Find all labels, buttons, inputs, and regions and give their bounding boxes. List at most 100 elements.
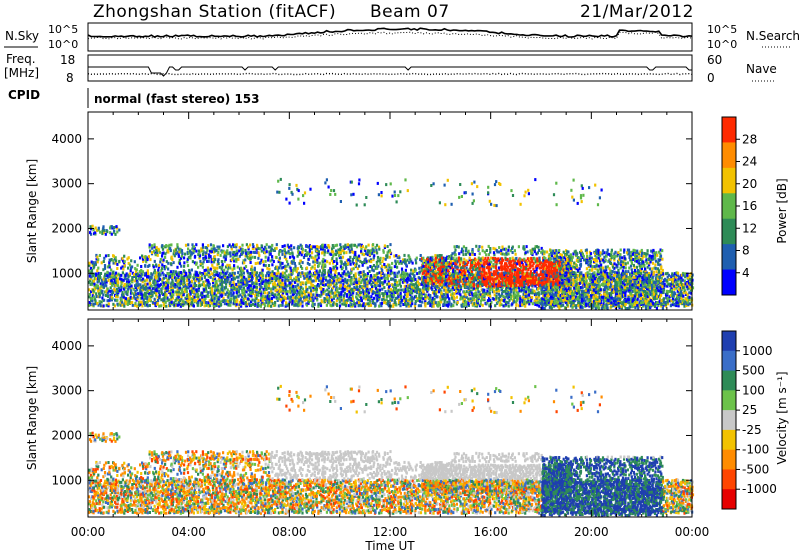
power-echo-cell xyxy=(164,256,166,259)
power-echo-cell xyxy=(668,274,670,277)
power-echo-cell xyxy=(202,243,204,246)
power-echo-cell xyxy=(226,249,228,252)
power-echo-cell xyxy=(415,295,417,298)
power-echo-cell xyxy=(234,277,236,280)
power-echo-cell xyxy=(531,296,533,299)
power-echo-cell xyxy=(302,288,304,291)
power-echo-cell xyxy=(308,294,310,297)
power-echo-cell xyxy=(149,258,151,261)
power-echo-cell xyxy=(263,302,265,305)
power-echo-cell xyxy=(347,243,349,246)
power-echo-cell xyxy=(140,301,142,304)
power-echo-cell xyxy=(342,279,344,282)
power-echo-cell xyxy=(508,291,510,294)
power-echo-cell xyxy=(277,271,279,274)
power-echo-cell xyxy=(292,297,294,300)
power-echo-cell xyxy=(354,303,356,306)
power-echo-cell xyxy=(312,257,314,260)
power-echo-cell xyxy=(247,246,249,249)
power-echo-cell xyxy=(370,295,372,298)
power-echo-cell xyxy=(326,260,328,263)
power-echo-cell xyxy=(281,250,283,253)
power-echo-cell xyxy=(243,276,245,279)
power-echo-cell xyxy=(236,303,238,306)
power-echo-cell xyxy=(237,258,239,261)
power-echo-cell xyxy=(386,295,388,298)
power-echo-cell xyxy=(153,250,155,253)
power-echo-cell xyxy=(272,302,274,305)
power-echo-cell xyxy=(196,262,198,265)
power-echo-cell xyxy=(211,289,213,292)
power-echo-cell xyxy=(688,291,690,294)
power-echo-cell xyxy=(254,267,256,270)
power-echo-cell xyxy=(332,244,334,247)
power-echo-cell xyxy=(523,299,525,302)
power-echo-cell xyxy=(128,300,130,303)
power-echo-cell xyxy=(306,295,308,298)
beam-title: Beam 07 xyxy=(370,2,450,22)
power-echo-cell xyxy=(538,305,540,308)
power-echo-cell xyxy=(683,283,685,286)
power-echo-cell xyxy=(105,254,107,257)
power-echo-cell xyxy=(225,286,227,289)
power-echo-cell xyxy=(153,243,155,246)
power-echo-cell xyxy=(316,294,318,297)
power-echo-cell xyxy=(318,250,320,253)
power-echo-cell xyxy=(111,296,113,299)
power-echo-cell xyxy=(208,260,210,263)
power-echo-cell xyxy=(287,263,289,266)
power-echo-cell xyxy=(390,266,392,269)
power-echo-cell xyxy=(294,303,296,306)
power-echo-cell xyxy=(316,288,318,291)
power-echo-cell xyxy=(101,290,103,293)
power-echo-cell xyxy=(283,296,285,299)
power-echo-cell xyxy=(144,264,146,267)
power-echo-cell xyxy=(252,303,254,306)
power-echo-cell xyxy=(99,254,101,257)
power-echo-cell xyxy=(268,287,270,290)
power-echo-cell xyxy=(219,266,221,269)
power-echo-cell xyxy=(319,269,321,272)
power-echo-cell xyxy=(351,283,353,286)
power-echo-cell xyxy=(302,261,304,264)
power-echo-cell xyxy=(179,262,181,265)
power-echo-cell xyxy=(144,255,146,258)
power-echo-cell xyxy=(165,266,167,269)
power-echo-cell xyxy=(418,296,420,299)
power-echo-cell xyxy=(386,292,388,295)
power-echo-cell xyxy=(92,303,94,306)
power-echo-cell xyxy=(448,300,450,303)
power-echo-cell xyxy=(116,303,118,306)
power-echo-cell xyxy=(531,289,533,292)
power-echo-cell xyxy=(160,304,162,307)
power-echo-cell xyxy=(294,265,296,268)
power-echo-cell xyxy=(251,272,253,275)
power-echo-cell xyxy=(205,257,207,260)
power-echo-cell xyxy=(104,267,106,270)
power-echo-cell xyxy=(433,305,435,308)
power-echo-cell xyxy=(463,290,465,293)
power-echo-cell xyxy=(98,280,100,283)
power-echo-cell xyxy=(340,291,342,294)
power-echo-cell xyxy=(381,260,383,263)
power-echo-cell xyxy=(384,277,386,280)
power-echo-cell xyxy=(509,293,511,296)
power-echo-cell xyxy=(348,304,350,307)
power-echo-cell xyxy=(347,262,349,265)
power-echo-cell xyxy=(310,245,312,248)
power-echo-cell xyxy=(267,256,269,259)
power-echo-cell xyxy=(336,262,338,265)
power-echo-cell xyxy=(495,295,497,298)
power-echo-cell xyxy=(420,297,422,300)
power-echo-cell xyxy=(405,263,407,266)
power-echo-cell xyxy=(314,303,316,306)
power-echo-cell xyxy=(124,283,126,286)
power-echo-cell xyxy=(382,257,384,260)
power-echo-cell xyxy=(537,288,539,291)
power-echo-cell xyxy=(285,269,287,272)
power-echo-cell xyxy=(394,301,396,304)
power-echo-cell xyxy=(128,256,130,259)
power-echo-cell xyxy=(120,274,122,277)
power-echo-cell xyxy=(172,290,174,293)
power-echo-cell xyxy=(395,279,397,282)
